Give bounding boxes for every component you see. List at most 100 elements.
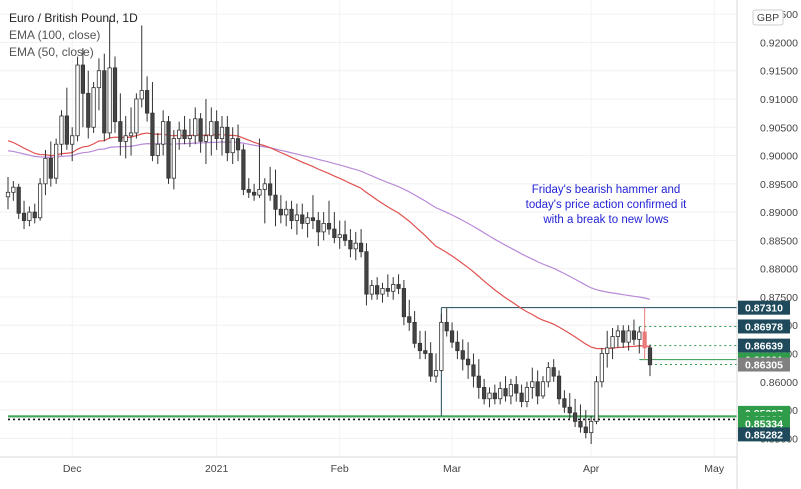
candle-body: [214, 121, 219, 139]
candle-body: [310, 217, 316, 221]
candle-body: [59, 115, 64, 145]
candle-body: [16, 186, 21, 214]
candle-body: [353, 242, 358, 250]
price-tag: [738, 357, 790, 372]
candle-body: [556, 375, 562, 400]
candle-body: [21, 212, 27, 221]
ema-100-line: [7, 141, 651, 300]
candle-body: [155, 143, 160, 156]
chart-title: Euro / British Pound, 1D: [9, 11, 138, 25]
candle-body: [182, 129, 187, 139]
candle-body: [27, 211, 32, 221]
candle-body: [289, 208, 294, 221]
ema-50-legend: EMA (50, close): [9, 45, 94, 59]
candle-body: [203, 135, 209, 142]
candle-body: [605, 347, 610, 354]
candle-body: [230, 138, 235, 154]
candle-body: [610, 336, 615, 349]
candle-body: [123, 135, 128, 142]
x-tick-label: 2021: [205, 463, 229, 475]
y-tick-label: 0.91500: [760, 66, 798, 78]
candle-body: [139, 90, 144, 100]
candle-body: [417, 342, 423, 352]
candle-body: [198, 118, 203, 142]
candles: [5, 19, 653, 444]
candle-body: [86, 92, 91, 128]
price-tag: [738, 319, 790, 334]
candle-body: [321, 223, 326, 233]
candle-body: [423, 350, 428, 354]
annotation-line-1: Friday's bearish hammer and: [532, 184, 681, 196]
currency-box: [752, 9, 784, 26]
candle-body: [316, 220, 321, 233]
candle-body: [385, 288, 390, 292]
candle-body: [412, 321, 417, 344]
candle-body: [449, 330, 455, 343]
candle-body: [519, 392, 524, 402]
price-tags: 0.873100.869780.866390.863910.863050.853…: [738, 300, 790, 442]
ema-100-legend: EMA (100, close): [9, 28, 100, 42]
candle-body: [91, 87, 96, 128]
candle-body: [294, 214, 300, 221]
y-tick-label: 0.90000: [760, 151, 798, 163]
price-tag: [738, 416, 790, 431]
candle-body: [273, 194, 278, 210]
candle-body: [562, 398, 567, 408]
currency-label: GBP: [757, 12, 779, 24]
horizontal-levels: [8, 307, 737, 421]
price-tag-label: 0.86305: [745, 360, 783, 372]
candle-body: [112, 67, 118, 123]
candle-body: [535, 381, 540, 397]
candle-body: [508, 384, 514, 397]
candle-body: [166, 121, 171, 179]
candle-body: [262, 183, 267, 190]
candle-body: [439, 321, 444, 371]
candle-body: [32, 211, 37, 219]
candle-body: [80, 64, 85, 94]
candle-body: [514, 384, 519, 394]
candle-body: [380, 288, 385, 295]
candle-body: [594, 381, 599, 422]
price-tag-label: 0.86639: [745, 341, 783, 353]
candle-body: [401, 288, 407, 318]
candle-body: [161, 121, 166, 145]
candle-body: [5, 191, 11, 198]
candle-body: [573, 412, 578, 422]
y-tick-label: 0.92000: [760, 37, 798, 49]
candle-body: [241, 149, 246, 190]
candle-body: [235, 138, 241, 151]
candle-body: [540, 381, 546, 397]
candle-body: [578, 420, 583, 428]
annotation-line-3: with a break to new lows: [542, 214, 669, 226]
price-tag-label: 0.85282: [745, 429, 783, 441]
candle-body: [70, 135, 75, 145]
candle-body: [444, 321, 449, 332]
candle-body: [134, 98, 139, 134]
candle-body: [626, 330, 631, 343]
price-tag-label: 0.87310: [745, 303, 783, 315]
candle-body: [637, 331, 642, 340]
candle-body: [332, 228, 337, 238]
candle-body: [187, 135, 192, 139]
candle-body: [358, 242, 364, 253]
grid: [0, 0, 737, 457]
candle-body: [498, 388, 503, 400]
candle-body: [128, 132, 134, 137]
x-tick-label: Feb: [331, 463, 349, 475]
annotation-line-2: today's price action confirmed it: [526, 199, 688, 211]
candle-body: [530, 381, 535, 388]
x-tick-label: Mar: [443, 463, 462, 475]
candle-body: [567, 406, 572, 414]
candle-body: [75, 64, 80, 137]
candle-body: [455, 341, 460, 352]
candle-body: [391, 284, 396, 292]
y-tick-label: 0.89500: [760, 179, 798, 191]
candle-body: [631, 330, 637, 340]
price-tag: [738, 338, 790, 353]
candle-body: [225, 126, 230, 154]
candle-body: [305, 217, 310, 224]
y-tick-label: 0.86000: [760, 377, 798, 389]
candle-body: [284, 208, 289, 216]
candle-body: [364, 251, 369, 295]
